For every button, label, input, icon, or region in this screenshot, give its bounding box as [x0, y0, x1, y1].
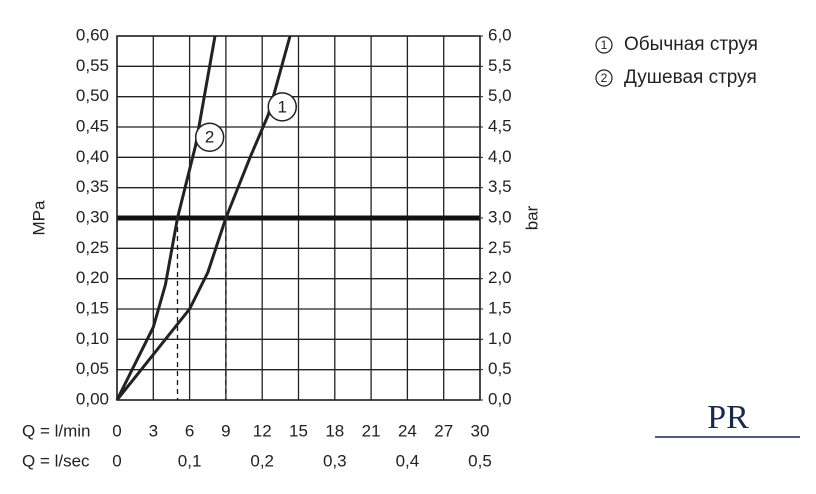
x-axis-title: Q = l/min	[22, 421, 91, 440]
x-tick-label: 12	[253, 421, 272, 440]
y-tick-label: 0,10	[76, 329, 109, 348]
y2-tick-label: 2,5	[488, 238, 512, 257]
legend-marker	[595, 69, 613, 87]
legend-label: Обычная струя	[624, 34, 758, 55]
line-series	[115, 35, 292, 401]
x-tick-label: 0	[112, 421, 121, 440]
x-tick-label: 3	[149, 421, 158, 440]
y-tick-label: 0,60	[76, 25, 109, 44]
y-tick-label: 0,25	[76, 238, 109, 257]
x2-tick-label: 0,5	[468, 451, 492, 470]
y2-tick-label: 2,0	[488, 268, 512, 287]
series-marker	[267, 92, 297, 122]
legend-marker-label: 1	[601, 38, 608, 52]
x2-tick-label: 0	[112, 451, 121, 470]
y2-tick-label: 3,5	[488, 177, 512, 196]
y-tick-label: 0,20	[76, 268, 109, 287]
y2-tick-label: 5,0	[488, 86, 512, 105]
y2-tick-label: 0,0	[488, 389, 512, 408]
plot-border	[116, 35, 481, 401]
x-tick-label: 9	[221, 421, 230, 440]
y-tick-label: 0,50	[76, 86, 109, 105]
y2-tick-label: 4,5	[488, 116, 512, 135]
y2-tick-label: 5,5	[488, 56, 512, 75]
series-label: 2	[205, 128, 214, 147]
x2-tick-label: 0,2	[250, 451, 274, 470]
x-tick-label: 6	[185, 421, 194, 440]
y2-tick-label: 3,0	[488, 207, 512, 226]
y2-tick-label: 1,5	[488, 298, 512, 317]
x-tick-label: 18	[325, 421, 344, 440]
legend-marker-label: 2	[601, 71, 608, 85]
x2-tick-label: 0,4	[396, 451, 420, 470]
y2-tick-label: 1,0	[488, 329, 512, 348]
logo: PR	[707, 399, 749, 436]
y2-axis-title: bar	[522, 205, 541, 230]
y-tick-label: 0,55	[76, 56, 109, 75]
x-tick-label: 15	[289, 421, 308, 440]
line-series	[115, 35, 217, 401]
x-tick-label: 27	[434, 421, 453, 440]
x-tick-label: 30	[471, 421, 490, 440]
x-tick-label: 21	[362, 421, 381, 440]
x-tick-label: 24	[398, 421, 417, 440]
y2-tick-label: 0,5	[488, 359, 512, 378]
series-label: 1	[278, 97, 287, 116]
x2-axis-title: Q = l/sec	[22, 451, 90, 470]
y-tick-label: 0,15	[76, 298, 109, 317]
y2-tick-label: 6,0	[488, 25, 512, 44]
y-tick-label: 0,05	[76, 359, 109, 378]
y2-tick-label: 4,0	[488, 147, 512, 166]
legend-marker	[595, 36, 613, 54]
legend-label: Душевая струя	[624, 67, 757, 88]
x2-tick-label: 0,1	[178, 451, 202, 470]
series-marker	[194, 122, 225, 152]
y-tick-label: 0,35	[76, 177, 109, 196]
y-axis-title: MPa	[29, 200, 48, 236]
y-tick-label: 0,45	[76, 116, 109, 135]
y-tick-label: 0,00	[76, 389, 109, 408]
y-tick-label: 0,30	[76, 207, 109, 226]
y-tick-label: 0,40	[76, 147, 109, 166]
x2-tick-label: 0,3	[323, 451, 347, 470]
